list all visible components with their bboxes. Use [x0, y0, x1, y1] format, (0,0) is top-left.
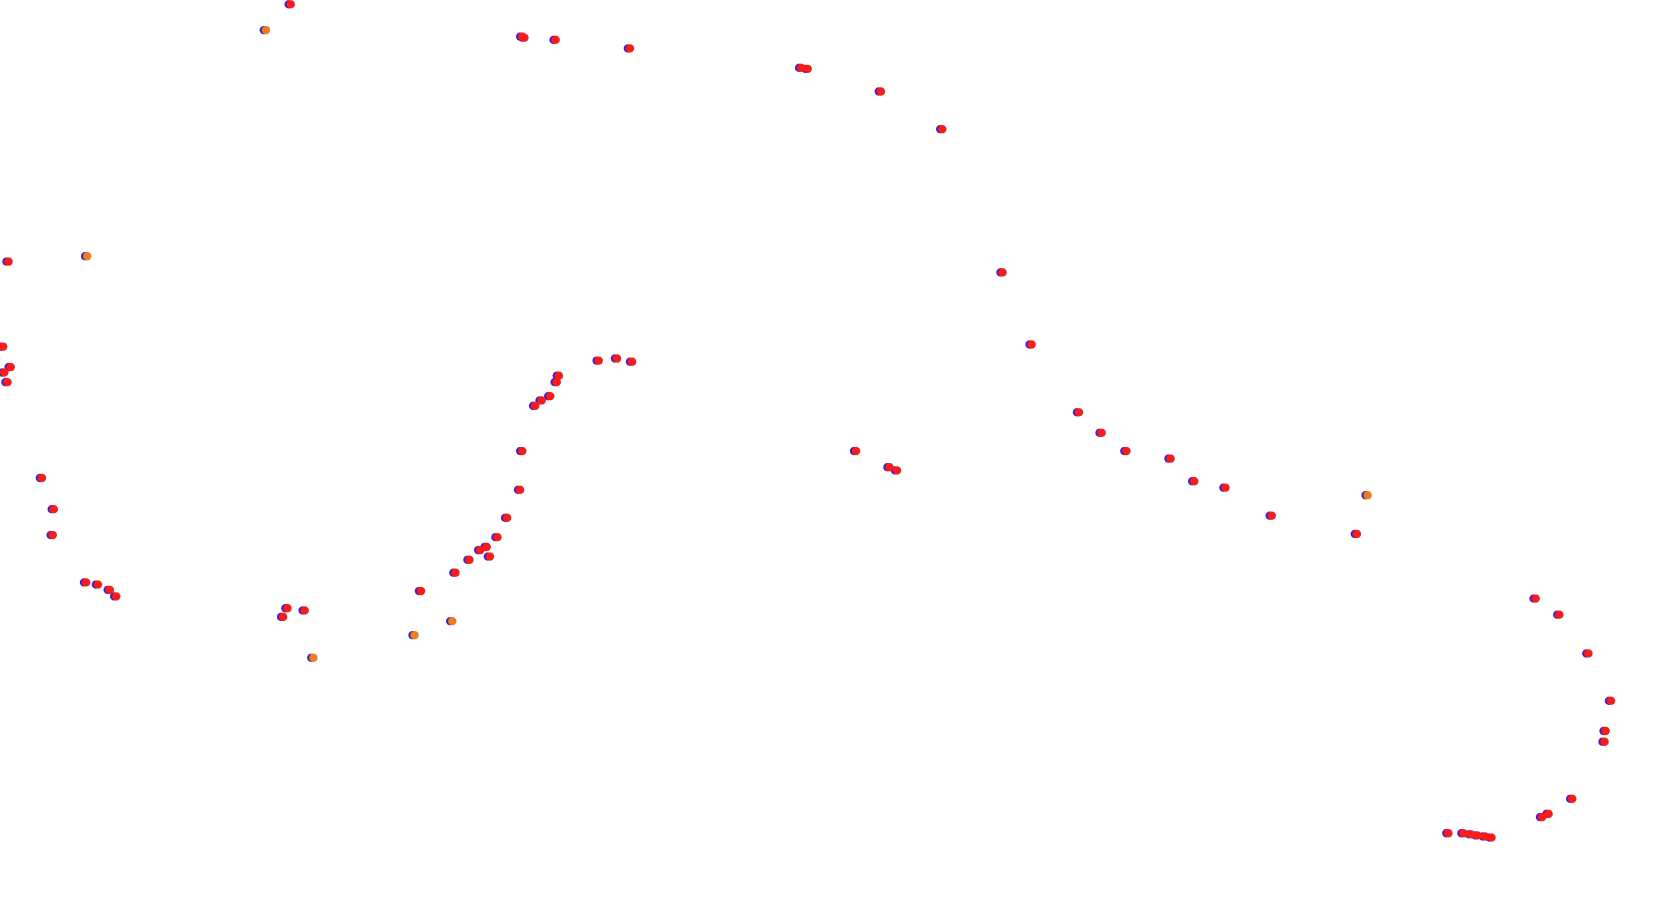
- point: [286, 0, 295, 9]
- point: [551, 35, 560, 45]
- point: [416, 586, 426, 596]
- point: [309, 653, 318, 662]
- point: [4, 257, 13, 266]
- point: [1600, 737, 1609, 746]
- point: [1190, 477, 1199, 486]
- point: [1459, 829, 1468, 838]
- point: [537, 396, 546, 405]
- point: [1487, 833, 1496, 842]
- point: [1584, 649, 1593, 658]
- point: [1601, 726, 1610, 736]
- point: [851, 446, 861, 456]
- point: [1555, 610, 1564, 619]
- point: [300, 606, 309, 615]
- point: [1480, 832, 1490, 841]
- point: [1466, 830, 1476, 839]
- point: [531, 401, 540, 411]
- point: [1097, 428, 1106, 437]
- point: [515, 485, 525, 495]
- point: [625, 44, 635, 53]
- point: [1531, 594, 1540, 603]
- point: [892, 466, 902, 475]
- point: [451, 568, 460, 577]
- point: [83, 252, 92, 261]
- point: [1444, 829, 1453, 838]
- point: [48, 530, 57, 540]
- point: [797, 63, 806, 73]
- point: [876, 87, 886, 96]
- point: [465, 555, 474, 565]
- point: [612, 354, 622, 363]
- point: [803, 64, 812, 74]
- point: [261, 25, 271, 35]
- point: [112, 592, 121, 601]
- point: [885, 463, 894, 472]
- point: [3, 377, 12, 387]
- point: [594, 356, 603, 365]
- point: [518, 446, 527, 456]
- point: [552, 377, 561, 387]
- point: [81, 578, 91, 587]
- point: [1544, 809, 1553, 819]
- point: [1352, 529, 1362, 539]
- point: [938, 124, 947, 134]
- point: [520, 33, 529, 42]
- point: [546, 391, 555, 401]
- point: [493, 533, 502, 542]
- point: [1027, 340, 1036, 349]
- point: [476, 545, 485, 555]
- point: [37, 473, 47, 483]
- point: [627, 357, 637, 366]
- point: [1537, 812, 1547, 822]
- point: [1473, 831, 1482, 840]
- point: [279, 612, 288, 622]
- point: [1221, 483, 1230, 492]
- point: [1568, 794, 1577, 804]
- point: [554, 371, 564, 380]
- point: [1267, 511, 1277, 520]
- point: [1166, 454, 1175, 463]
- point: [1606, 696, 1616, 706]
- point: [448, 616, 457, 626]
- point: [410, 630, 419, 640]
- point: [1074, 408, 1084, 417]
- point: [1363, 491, 1372, 500]
- point: [485, 552, 495, 561]
- point: [503, 513, 512, 523]
- point: [482, 542, 491, 552]
- point: [283, 604, 292, 613]
- point: [49, 505, 59, 514]
- point: [93, 580, 103, 589]
- point: [1122, 446, 1131, 456]
- point: [0, 342, 8, 351]
- point: [105, 585, 115, 595]
- point: [0, 368, 9, 377]
- point: [6, 362, 15, 372]
- point: [998, 268, 1007, 277]
